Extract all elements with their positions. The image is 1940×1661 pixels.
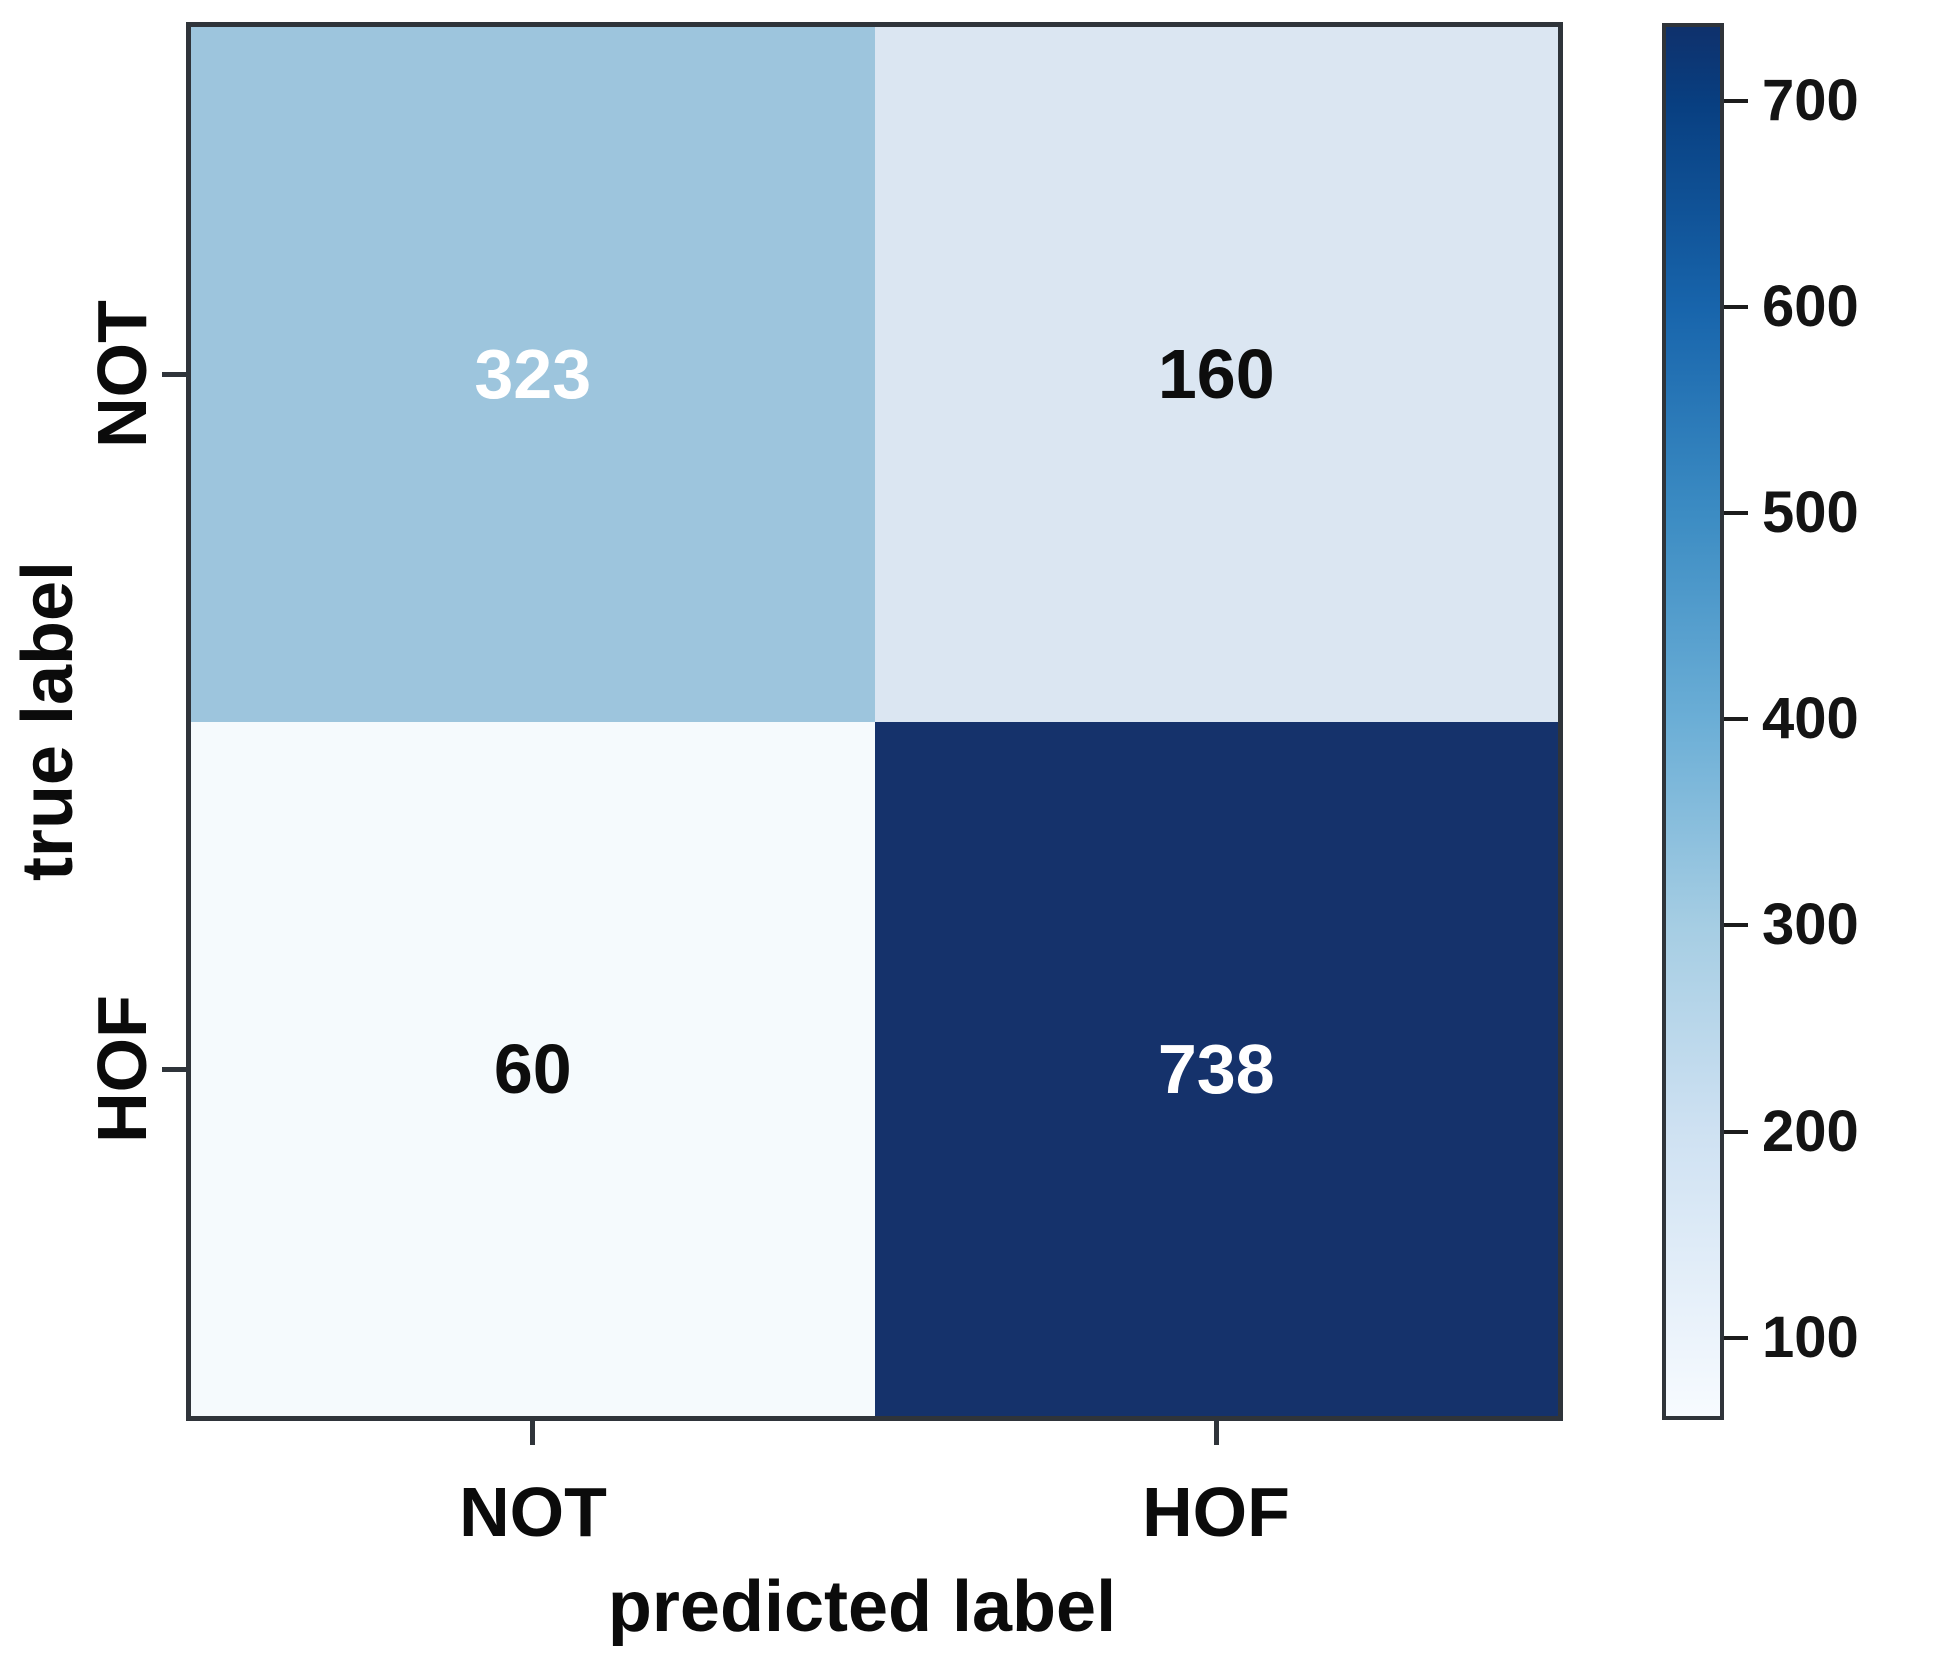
colorbar-tick: 300 — [1724, 896, 1859, 954]
y-tick-mark — [162, 372, 186, 377]
colorbar-tick: 600 — [1724, 278, 1859, 336]
colorbar-tick-label: 400 — [1762, 686, 1859, 752]
colorbar-tick-mark — [1724, 1335, 1748, 1340]
colorbar-tick-label: 600 — [1762, 274, 1859, 340]
colorbar-tick-mark — [1724, 305, 1748, 310]
colorbar-ticks: 700 600 500 400 300 200 100 — [1724, 23, 1940, 1420]
colorbar — [1662, 23, 1724, 1420]
colorbar-tick: 500 — [1724, 484, 1859, 542]
cell-true-not-pred-not: 323 — [191, 27, 875, 722]
colorbar-tick-label: 700 — [1762, 68, 1859, 134]
colorbar-tick-label: 100 — [1762, 1304, 1859, 1370]
colorbar-tick-mark — [1724, 717, 1748, 722]
x-tick-label-not: NOT — [459, 1473, 607, 1551]
colorbar-tick-mark — [1724, 99, 1748, 104]
cell-true-hof-pred-not: 60 — [191, 721, 875, 1416]
x-axis-title: predicted label — [607, 1567, 1117, 1647]
colorbar-tick-label: 300 — [1762, 892, 1859, 958]
colorbar-tick: 700 — [1724, 72, 1859, 130]
cell-value-60: 60 — [493, 1029, 572, 1108]
cell-true-not-pred-hof: 160 — [874, 27, 1558, 722]
x-tick-label-hof: HOF — [1142, 1473, 1290, 1551]
x-tick-mark — [530, 1421, 535, 1445]
x-tick-mark — [1214, 1421, 1219, 1445]
y-tick-label-hof: HOF — [83, 995, 161, 1143]
colorbar-tick-label: 500 — [1762, 480, 1859, 546]
cell-value-738: 738 — [1157, 1029, 1275, 1108]
y-axis-title: true label — [8, 560, 88, 882]
heatmap-plot: 323 160 60 738 — [186, 22, 1563, 1421]
colorbar-tick-label: 200 — [1762, 1098, 1859, 1164]
cell-value-323: 323 — [474, 335, 592, 414]
colorbar-tick-mark — [1724, 923, 1748, 928]
colorbar-tick: 100 — [1724, 1304, 1859, 1370]
cell-true-hof-pred-hof: 738 — [874, 721, 1558, 1416]
colorbar-tick-mark — [1724, 1129, 1748, 1134]
y-tick-label-not: NOT — [83, 300, 161, 448]
colorbar-tick: 400 — [1724, 690, 1859, 748]
colorbar-tick: 200 — [1724, 1098, 1859, 1164]
cell-value-160: 160 — [1157, 335, 1275, 414]
colorbar-tick-mark — [1724, 511, 1748, 516]
y-tick-mark — [162, 1067, 186, 1072]
